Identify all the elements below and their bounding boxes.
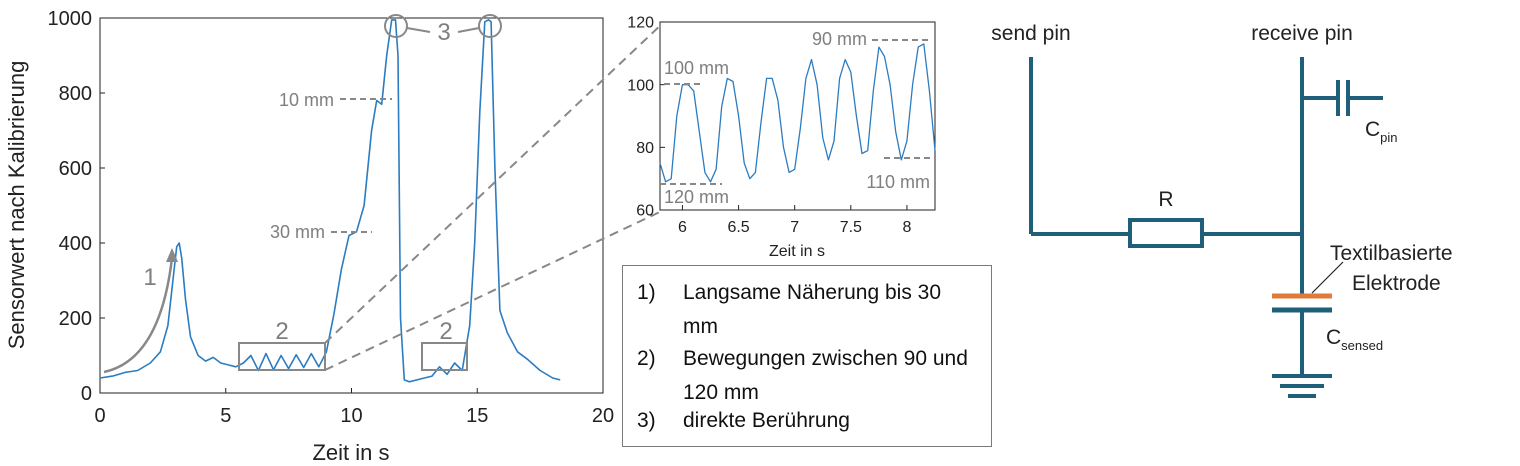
- main-x-tick-label: 10: [340, 405, 362, 427]
- legend-item-1-num: 1): [637, 281, 656, 304]
- cpin-capacitor-symbol: [1336, 80, 1350, 116]
- inset-series-line: [659, 43, 936, 183]
- receive-pin-label: receive pin: [1251, 22, 1353, 45]
- electrode-label-line1: Textilbasierte: [1330, 242, 1453, 265]
- main-x-tick-label: 20: [592, 405, 614, 427]
- approach-arrow: [103, 257, 174, 374]
- label-10mm: 10 mm: [279, 90, 334, 110]
- inset-x-tick-label: 6.5: [727, 219, 749, 236]
- electrode-leader: [1311, 261, 1344, 294]
- main-y-axis-label: Sensorwert nach Kalibrierung: [4, 61, 29, 350]
- touch-leader-left: [406, 27, 431, 33]
- main-y-tick-label: 400: [59, 233, 92, 255]
- main-plot-frame: [99, 17, 604, 394]
- inset-x-axis-label: Zeit in s: [769, 243, 825, 260]
- main-x-tick-label: 15: [466, 405, 488, 427]
- inset-y-tick-label: 100: [627, 77, 654, 94]
- resistor-symbol: [1128, 218, 1204, 248]
- zoom-box-left: [238, 342, 326, 371]
- legend-item-3-num: 3): [637, 409, 656, 432]
- main-chart: 0 5 10 15 20 0 200 400 600 800 1000 Zeit in s Sen…: [4, 8, 665, 465]
- legend-item-2-text: Bewegungen zwischen 90 und 120 mm: [683, 347, 968, 404]
- legend-item-3-text: direkte Berührung: [683, 409, 850, 432]
- touch-circle-right: [478, 14, 502, 38]
- main-series-line: [99, 19, 561, 383]
- main-x-axis-label: Zeit in s: [312, 440, 389, 465]
- main-y-tick-label: 1000: [48, 8, 93, 30]
- main-y-ticks: 0 200 400 600 800 1000: [48, 8, 105, 405]
- inset-y-tick-label: 60: [636, 203, 654, 220]
- csensed-label: Csensed: [1326, 326, 1383, 353]
- legend-box: 1) Langsame Näherung bis 30 mm 2) Bewegung…: [622, 265, 992, 447]
- legend-item-3: 3) direkte Berührung: [637, 404, 973, 438]
- main-y-tick-label: 800: [59, 83, 92, 105]
- annotation-1: 1: [143, 264, 156, 291]
- annotation-2-right: 2: [439, 318, 452, 345]
- electrode-label-line2: Elektrode: [1352, 272, 1441, 295]
- label-90mm: 90 mm: [812, 29, 867, 49]
- inset-y-tick-label: 80: [636, 140, 654, 157]
- main-y-tick-label: 200: [59, 308, 92, 330]
- zoom-box-right: [421, 342, 468, 371]
- label-30mm: 30 mm: [270, 222, 325, 242]
- main-x-ticks: 0 5 10 15 20: [94, 388, 614, 427]
- inset-x-tick-label: 6: [678, 219, 687, 236]
- circuit-diagram: send pin receive pin R Cpin Textilbasier…: [991, 22, 1453, 398]
- main-y-tick-label: 600: [59, 158, 92, 180]
- legend-item-2-num: 2): [637, 347, 656, 370]
- main-y-tick-label: 0: [81, 383, 92, 405]
- touch-circle-left: [384, 14, 408, 38]
- label-100mm: 100 mm: [664, 58, 729, 78]
- inset-x-tick-label: 7.5: [840, 219, 862, 236]
- inset-x-tick-label: 7: [790, 219, 799, 236]
- send-pin-label: send pin: [991, 22, 1070, 45]
- inset-chart: 6 6.5 7 7.5 8 60 80 100 120 Zeit in s 100 mm 90…: [627, 15, 936, 260]
- annotation-2-left: 2: [275, 318, 288, 345]
- label-110mm: 110 mm: [866, 172, 930, 192]
- circuit-wires: [1029, 57, 1383, 376]
- legend-item-2: 2) Bewegungen zwischen 90 und 120 mm: [637, 342, 973, 410]
- cpin-label: Cpin: [1365, 118, 1398, 145]
- inset-x-tick-label: 8: [902, 219, 911, 236]
- main-x-tick-label: 0: [94, 405, 105, 427]
- zoom-connector-top: [324, 21, 665, 344]
- touch-leader-right: [457, 27, 480, 33]
- resistor-label: R: [1158, 188, 1173, 211]
- main-x-tick-label: 5: [220, 405, 231, 427]
- legend-item-1: 1) Langsame Näherung bis 30 mm: [637, 276, 973, 344]
- zoom-connector-bottom: [324, 209, 665, 371]
- inset-y-tick-label: 120: [627, 15, 654, 32]
- annotation-3: 3: [437, 19, 450, 46]
- inset-background: [660, 22, 935, 210]
- inset-x-ticks: 6 6.5 7 7.5 8: [678, 205, 911, 236]
- inset-plot-frame: [659, 21, 936, 211]
- approach-arrow-head: [166, 248, 178, 262]
- ground-symbol: [1272, 374, 1332, 398]
- inset-y-ticks: 60 80 100 120: [627, 15, 665, 220]
- legend-item-1-text: Langsame Näherung bis 30 mm: [683, 281, 942, 338]
- label-120mm: 120 mm: [664, 187, 729, 207]
